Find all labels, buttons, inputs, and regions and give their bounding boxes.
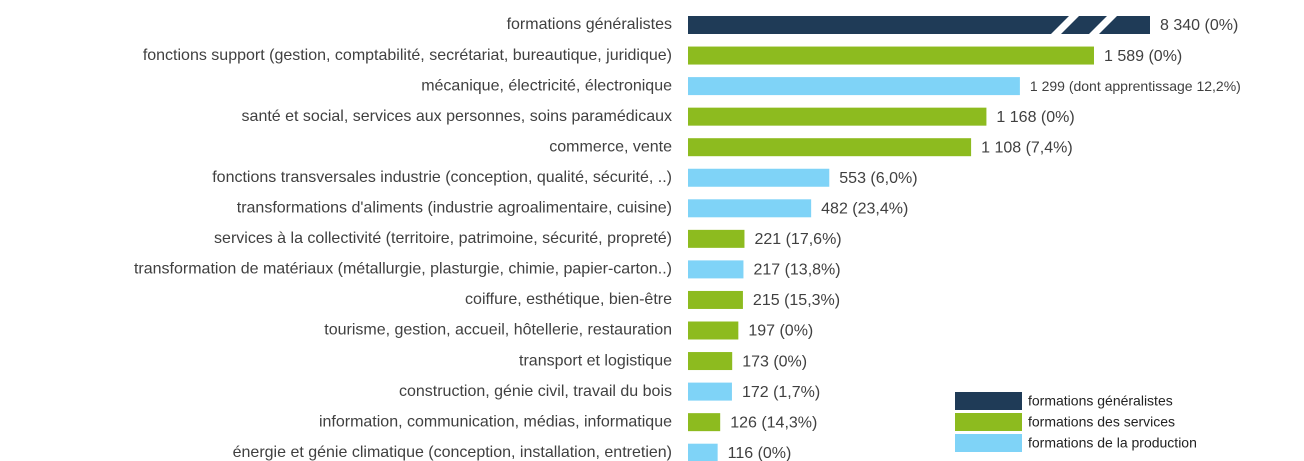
category-label: formations généralistes — [507, 16, 672, 33]
value-label: 482 (23,4%) — [821, 201, 908, 218]
legend-label: formations généralistes — [1028, 393, 1173, 409]
value-label: 217 (13,8%) — [753, 262, 840, 279]
bar — [688, 168, 830, 187]
value-label: 215 (15,3%) — [753, 292, 840, 309]
legend-swatch — [955, 392, 1022, 410]
legend-label: formations de la production — [1028, 435, 1197, 451]
bar — [688, 321, 739, 340]
bar — [688, 290, 743, 309]
category-label: information, communication, médias, info… — [319, 413, 672, 430]
legend-swatch — [955, 413, 1022, 431]
category-label: énergie et génie climatique (conception,… — [233, 444, 672, 461]
category-label: construction, génie civil, travail du bo… — [399, 383, 672, 400]
category-label: coiffure, esthétique, bien-être — [465, 291, 672, 308]
bar — [688, 352, 733, 371]
bar — [688, 443, 718, 461]
axis-break — [1088, 15, 1118, 35]
category-label: transformation de matériaux (métallurgie… — [134, 261, 672, 278]
bar — [688, 199, 812, 218]
bar — [688, 229, 745, 248]
bar — [688, 77, 1020, 96]
value-label: 553 (6,0%) — [839, 170, 917, 187]
value-label: 8 340 (0%) — [1160, 17, 1238, 34]
category-label: transformations d'aliments (industrie ag… — [237, 200, 672, 217]
category-label: mécanique, électricité, électronique — [421, 77, 672, 94]
bar — [688, 382, 732, 401]
value-label: 1 108 (7,4%) — [981, 139, 1073, 156]
value-label: 172 (1,7%) — [742, 384, 820, 401]
category-label: fonctions support (gestion, comptabilité… — [143, 47, 672, 64]
bar — [688, 46, 1094, 65]
category-label: transport et logistique — [519, 352, 672, 369]
value-label: 116 (0%) — [728, 445, 792, 461]
category-label: services à la collectivité (territoire, … — [214, 230, 672, 247]
value-label: 173 (0%) — [742, 353, 807, 370]
value-label: 1 299 (dont apprentissage 12,2%) — [1030, 78, 1241, 94]
axis-break — [1050, 15, 1080, 35]
bar — [688, 260, 744, 279]
legend-swatch — [955, 434, 1022, 452]
value-label: 197 (0%) — [748, 323, 813, 340]
category-label: commerce, vente — [549, 138, 672, 155]
category-label: fonctions transversales industrie (conce… — [212, 169, 672, 186]
value-label: 1 589 (0%) — [1104, 48, 1182, 65]
bar — [688, 107, 987, 126]
bar — [688, 413, 721, 432]
bar — [688, 138, 972, 157]
value-label: 126 (14,3%) — [730, 414, 817, 431]
bar — [688, 16, 1150, 34]
legend-label: formations des services — [1028, 414, 1175, 430]
category-label: tourisme, gestion, accueil, hôtellerie, … — [324, 322, 672, 339]
value-label: 1 168 (0%) — [996, 109, 1074, 126]
value-label: 221 (17,6%) — [754, 231, 841, 248]
category-label: santé et social, services aux personnes,… — [242, 108, 672, 125]
